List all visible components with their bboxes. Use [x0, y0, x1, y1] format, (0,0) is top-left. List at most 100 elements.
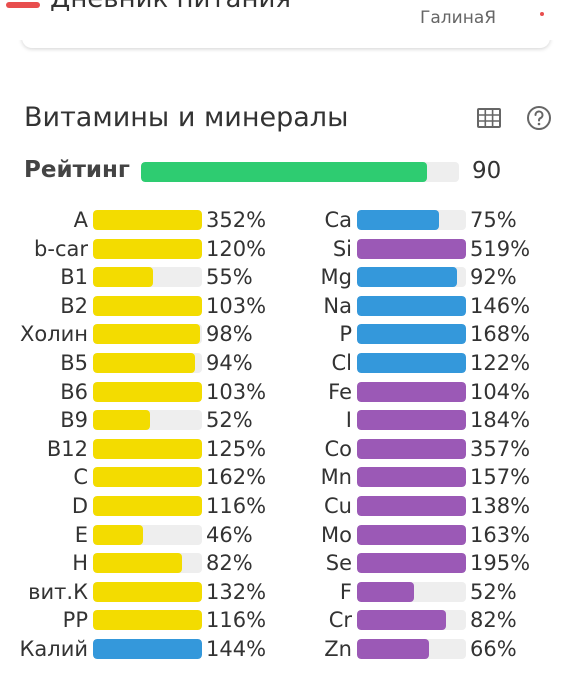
nutrient-label: C: [73, 465, 88, 490]
nutrient-row-vitamins-2: B1 55%: [0, 263, 567, 291]
nutrient-row-minerals-0: Ca 75%: [0, 206, 567, 234]
nutrient-percent: 92%: [470, 265, 517, 290]
nutrient-row-vitamins-6: B6 103%: [0, 378, 567, 406]
nutrient-percent: 184%: [470, 408, 531, 433]
nutrient-label: Ca: [324, 208, 352, 232]
nutrient-label: I: [345, 408, 352, 433]
nutrient-percent: 116%: [206, 494, 267, 518]
nutrient-bar-fill: [357, 467, 466, 488]
nutrient-percent: 82%: [470, 608, 517, 633]
nutrient-label: Cu: [324, 494, 352, 518]
nutrient-bar: [93, 238, 202, 259]
rating-label: Рейтинг: [24, 157, 130, 183]
nutrient-label: PP: [62, 608, 88, 633]
nutrient-bar: [357, 553, 466, 574]
table-icon[interactable]: [476, 105, 502, 131]
nutrient-row-minerals-14: Cr 82%: [0, 606, 567, 634]
nutrient-percent: 103%: [206, 293, 267, 318]
nutrient-bar: [93, 438, 202, 459]
nutrient-label: B1: [60, 265, 88, 290]
nutrient-bar-fill: [93, 324, 200, 345]
nutrient-percent: 357%: [470, 436, 531, 461]
nutrient-bar-fill: [357, 410, 466, 431]
nutrient-row-vitamins-7: B9 52%: [0, 406, 567, 434]
nutrient-bar: [357, 524, 466, 545]
nutrient-bar-fill: [93, 581, 202, 602]
nutrient-bar-fill: [93, 467, 202, 488]
nutrient-label: Cl: [331, 351, 353, 375]
nutrient-percent: 55%: [206, 265, 253, 290]
nutrient-bar-fill: [93, 524, 144, 545]
nutrient-percent: 163%: [470, 522, 531, 547]
user-name[interactable]: ГалинаЯ: [420, 8, 497, 28]
nutrient-percent: 66%: [470, 637, 517, 661]
nutrient-percent: 162%: [206, 465, 267, 490]
nutrient-bar: [93, 639, 202, 659]
nutrient-bar-fill: [93, 267, 153, 288]
nutrient-label: вит.К: [28, 579, 88, 604]
nutrient-percent: 138%: [470, 494, 531, 518]
nutrient-row-vitamins-14: PP 116%: [0, 606, 567, 634]
nutrient-percent: 157%: [470, 465, 531, 490]
nutrient-bar: [93, 295, 202, 316]
nutrient-bar-fill: [357, 581, 414, 602]
nutrient-row-vitamins-3: B2 103%: [0, 292, 567, 320]
nutrient-row-minerals-6: Fe 104%: [0, 378, 567, 406]
menu-icon[interactable]: [6, 2, 40, 8]
nutrient-bar-fill: [93, 639, 202, 659]
nutrient-row-minerals-5: Cl 122%: [0, 349, 567, 377]
nutrient-percent: 168%: [470, 322, 531, 347]
nutrient-bar: [357, 381, 466, 402]
nutrient-row-vitamins-10: D 116%: [0, 492, 567, 520]
nutrient-row-vitamins-1: b-car 120%: [0, 235, 567, 263]
nutrient-percent: 46%: [206, 522, 253, 547]
nutrient-percent: 195%: [470, 551, 531, 576]
nutrient-bar: [357, 467, 466, 488]
nutrient-bar: [93, 381, 202, 402]
nutrient-row-vitamins-0: A 352%: [0, 206, 567, 234]
nutrient-bar: [357, 610, 466, 631]
nutrient-label: Mn: [320, 465, 352, 490]
nutrient-bar-fill: [93, 210, 202, 230]
nutrient-bar-fill: [357, 210, 439, 230]
nutrient-row-vitamins-12: H 82%: [0, 549, 567, 577]
nutrient-bar-fill: [357, 553, 466, 574]
nutrient-bar: [357, 438, 466, 459]
nutrient-bar: [93, 467, 202, 488]
nutrient-percent: 519%: [470, 236, 531, 261]
nutrient-bar-fill: [93, 410, 150, 431]
nutrient-row-vitamins-11: E 46%: [0, 521, 567, 549]
nutrient-label: Mo: [321, 522, 352, 547]
nutrient-row-minerals-12: Se 195%: [0, 549, 567, 577]
nutrient-row-minerals-8: Co 357%: [0, 435, 567, 463]
nutrient-row-vitamins-9: C 162%: [0, 463, 567, 491]
nutrient-label: B6: [60, 379, 88, 404]
nutrient-bar: [93, 353, 202, 373]
nutrient-bar: [357, 210, 466, 230]
nutrient-row-minerals-15: Zn 66%: [0, 635, 567, 663]
nutrient-percent: 146%: [470, 293, 531, 318]
nutrient-bar: [93, 210, 202, 230]
nutrient-bar: [357, 639, 466, 659]
nutrient-bar-fill: [357, 524, 466, 545]
help-icon[interactable]: [526, 105, 552, 131]
nutrient-bar-fill: [93, 610, 202, 631]
nutrient-bar-fill: [93, 295, 202, 316]
nutrient-row-minerals-11: Mo 163%: [0, 521, 567, 549]
nutrient-label: D: [71, 494, 88, 518]
nutrient-row-minerals-1: Si 519%: [0, 235, 567, 263]
nutrient-label: Zn: [324, 637, 352, 661]
nutrient-label: P: [339, 322, 352, 347]
nutrient-label: E: [74, 522, 88, 547]
nutrient-bar-fill: [93, 438, 202, 459]
nutrient-bar-fill: [357, 353, 466, 373]
nutrient-bar: [357, 353, 466, 373]
nutrient-percent: 125%: [206, 436, 267, 461]
nutrient-bar-fill: [357, 324, 466, 345]
nutrient-bar-fill: [357, 238, 466, 259]
nutrient-label: F: [339, 579, 352, 604]
nutrient-row-vitamins-13: вит.К 132%: [0, 578, 567, 606]
nutrient-row-vitamins-5: B5 94%: [0, 349, 567, 377]
more-icon[interactable]: [540, 12, 544, 16]
nutrient-percent: 122%: [470, 351, 531, 375]
